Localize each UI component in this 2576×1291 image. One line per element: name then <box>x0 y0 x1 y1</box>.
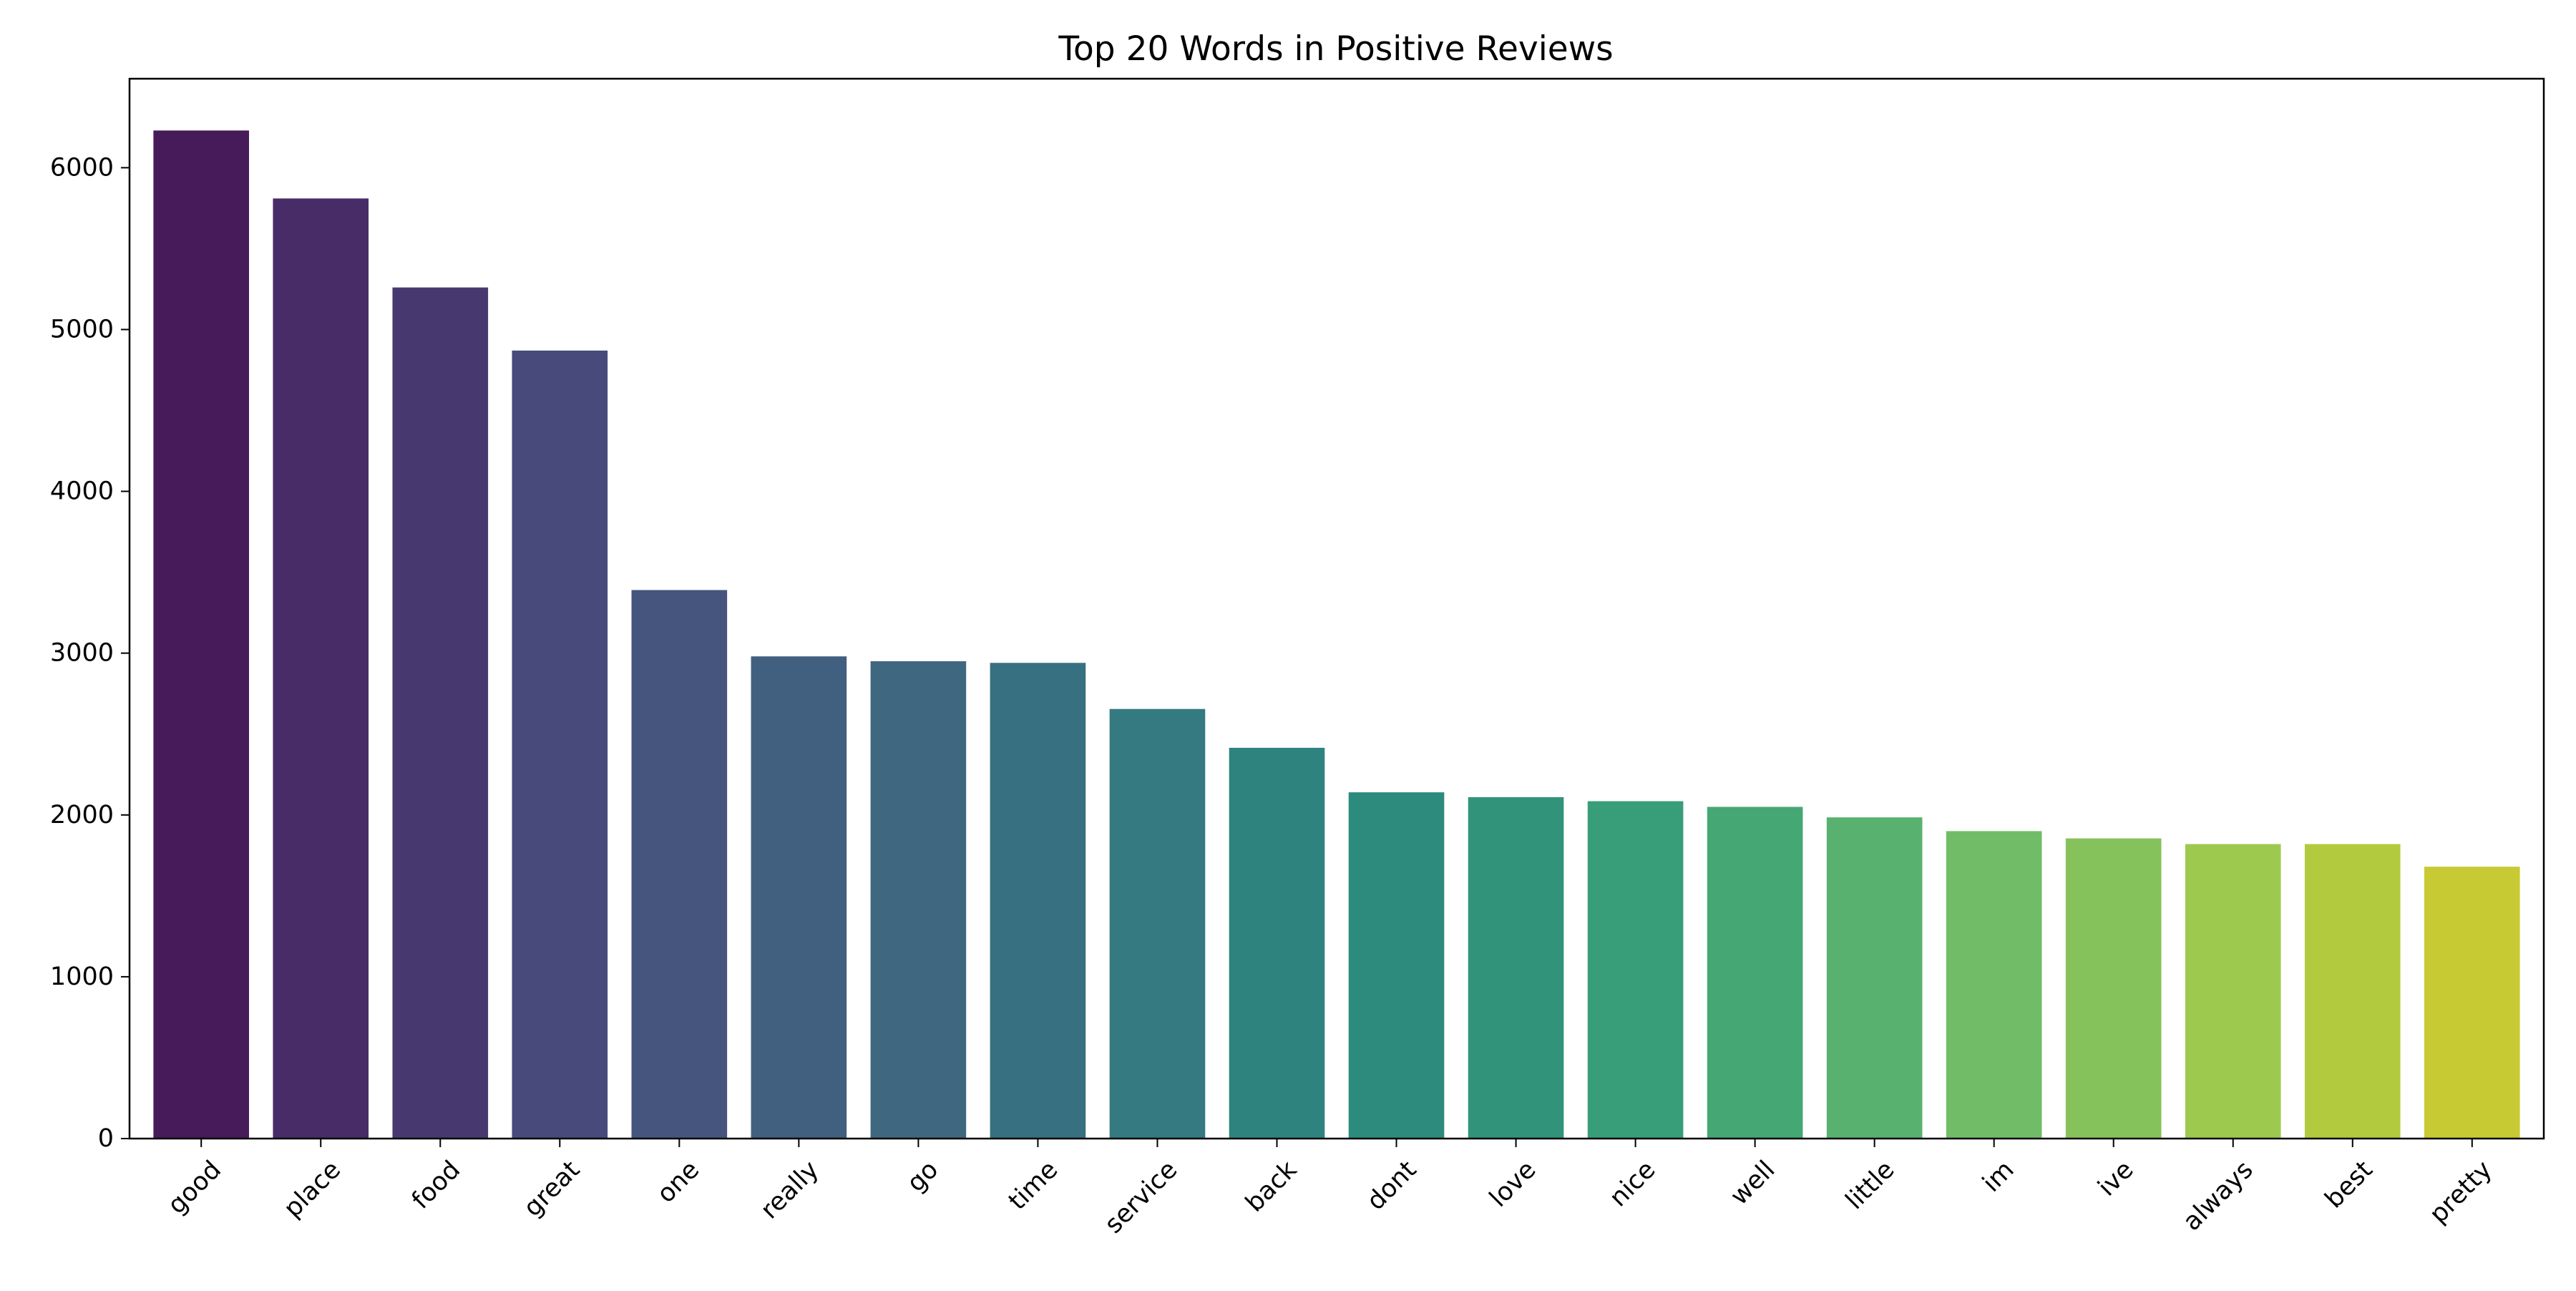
y-tick-label-5000: 5000 <box>50 315 114 344</box>
bar-little <box>1826 817 1923 1139</box>
bar-back <box>1229 747 1325 1139</box>
bar-go <box>870 661 967 1139</box>
bar-good <box>153 130 250 1139</box>
bar-time <box>990 663 1086 1139</box>
bar-really <box>751 656 847 1139</box>
bar-love <box>1468 796 1564 1139</box>
bar-best <box>2304 844 2401 1139</box>
y-tick-label-2000: 2000 <box>50 801 114 829</box>
bar-service <box>1109 708 1206 1139</box>
plot-frame <box>128 77 2545 1140</box>
bar-food <box>392 287 489 1139</box>
bar-pretty <box>2424 867 2520 1139</box>
y-tick-label-1000: 1000 <box>50 963 114 991</box>
bar-always <box>2185 844 2281 1139</box>
bar-place <box>273 198 369 1139</box>
bar-one <box>631 590 728 1139</box>
bar-nice <box>1587 801 1684 1139</box>
y-tick-label-0: 0 <box>98 1124 114 1153</box>
bar-dont <box>1348 792 1445 1139</box>
bars-layer <box>153 130 2520 1139</box>
bar-ive <box>2065 838 2162 1139</box>
bar-well <box>1707 807 1803 1139</box>
y-axis: 0 1000 2000 3000 4000 5000 6000 <box>50 153 130 1153</box>
y-tick-label-3000: 3000 <box>50 639 114 668</box>
bar-im <box>1946 831 2042 1139</box>
bar-great <box>512 350 608 1139</box>
y-tick-label-6000: 6000 <box>50 153 114 182</box>
chart-title: Top 20 Words in Positive Reviews <box>1058 29 1613 69</box>
y-tick-label-4000: 4000 <box>50 477 114 506</box>
